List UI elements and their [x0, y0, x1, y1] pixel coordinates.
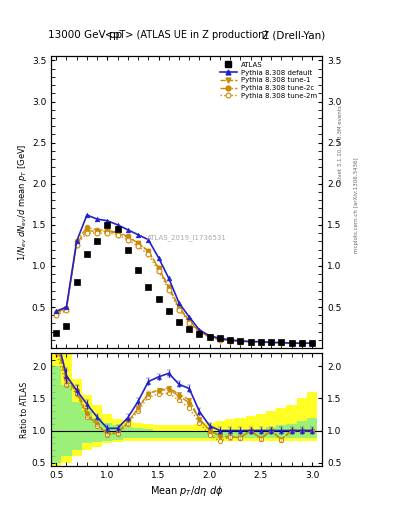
Text: Rivet 3.1.10, ≥ 3.3M events: Rivet 3.1.10, ≥ 3.3M events	[338, 105, 343, 182]
Text: ATLAS_2019_I1736531: ATLAS_2019_I1736531	[147, 234, 227, 241]
Y-axis label: Ratio to ATLAS: Ratio to ATLAS	[20, 381, 29, 438]
Text: 13000 GeV pp: 13000 GeV pp	[48, 30, 123, 40]
Text: mcplots.cern.ch [arXiv:1306.3436]: mcplots.cern.ch [arXiv:1306.3436]	[354, 157, 359, 252]
Text: Z (Drell-Yan): Z (Drell-Yan)	[262, 30, 325, 40]
Text: <pT> (ATLAS UE in Z production): <pT> (ATLAS UE in Z production)	[105, 30, 268, 40]
Legend: ATLAS, Pythia 8.308 default, Pythia 8.308 tune-1, Pythia 8.308 tune-2c, Pythia 8: ATLAS, Pythia 8.308 default, Pythia 8.30…	[218, 60, 319, 101]
Y-axis label: $1/N_{ev}$ $dN_{ev}/d$ mean $p_T$ [GeV]: $1/N_{ev}$ $dN_{ev}/d$ mean $p_T$ [GeV]	[16, 143, 29, 261]
X-axis label: Mean $p_T$/$d\eta$ $d\phi$: Mean $p_T$/$d\eta$ $d\phi$	[150, 484, 223, 498]
